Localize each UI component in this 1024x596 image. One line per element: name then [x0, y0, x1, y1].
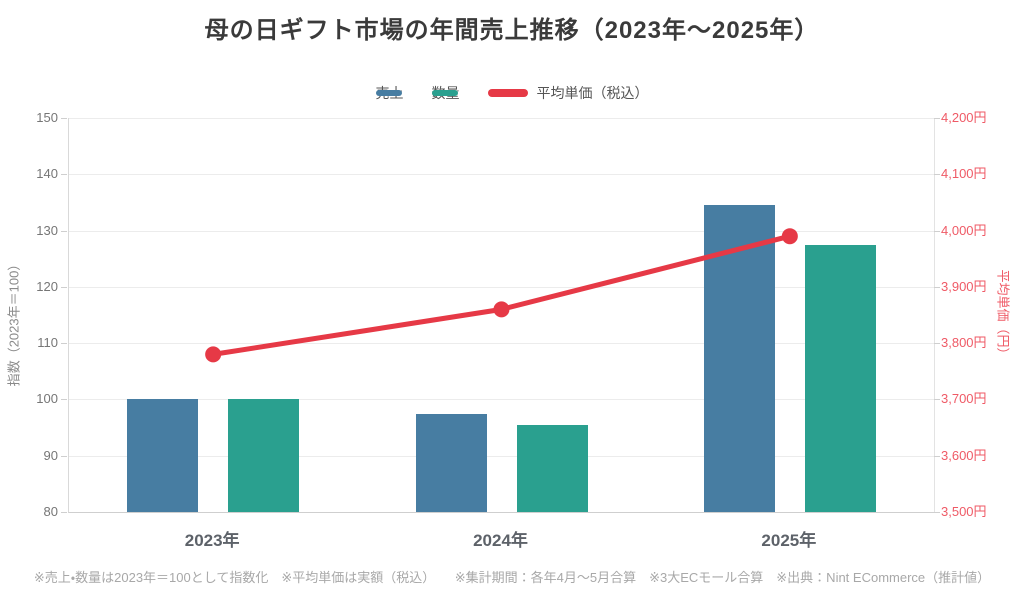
gridline: [69, 399, 934, 401]
gridline: [69, 343, 934, 345]
left-axis-tick-label: 110: [37, 335, 58, 351]
price-legend-marker-icon: [487, 89, 528, 97]
right-axis-tick-mark: [934, 399, 940, 401]
left-axis-tick-mark: [61, 455, 67, 457]
left-axis-tick-label: 140: [36, 166, 58, 182]
quantity-bar-2: [804, 244, 876, 512]
legend-item-sales: 売上: [375, 83, 404, 103]
gridline: [69, 174, 934, 176]
chart-title: 母の日ギフト市場の年間売上推移（2023年～2025年）: [204, 17, 820, 44]
quantity-bar-0: [228, 399, 300, 512]
right-axis-tick-label: 3,900円: [941, 278, 987, 294]
right-axis-tick-label: 3,800円: [941, 335, 987, 351]
left-axis-tick-mark: [61, 118, 67, 119]
right-axis-tick-label: 4,100円: [941, 166, 987, 182]
right-axis-title: 平均単価（円）: [995, 269, 1011, 361]
quantity-legend-marker-icon: [431, 90, 458, 96]
plot-area: [68, 118, 935, 513]
gridline: [69, 118, 934, 119]
right-axis-tick-mark: [934, 343, 940, 345]
price-line: [210, 233, 793, 357]
quantity-bar-1: [516, 424, 588, 512]
left-axis-tick-label: 120: [36, 278, 58, 294]
left-axis-tick-mark: [61, 512, 67, 513]
price-dot-1: [493, 301, 510, 318]
right-axis-tick-label: 4,200円: [941, 110, 987, 125]
sales-bar-0: [127, 399, 199, 512]
price-dot-0: [205, 346, 222, 363]
x-axis-label-1: 2024年: [473, 531, 528, 550]
right-axis-tick-label: 3,600円: [941, 447, 987, 463]
left-axis-tick-mark: [61, 286, 67, 288]
gridline: [69, 286, 934, 288]
gridline: [69, 230, 934, 232]
left-axis-tick-label: 90: [43, 447, 58, 463]
right-axis-tick-mark: [934, 174, 940, 176]
legend-item-quantity: 数量: [431, 83, 460, 103]
left-axis-tick-label: 150: [36, 110, 58, 125]
left-axis-tick-mark: [61, 343, 67, 345]
price-dot-2: [781, 228, 798, 245]
right-axis-tick-label: 4,000円: [941, 222, 987, 238]
left-axis-tick-mark: [61, 399, 67, 401]
sales-bar-1: [415, 413, 487, 512]
right-axis-tick-label: 3,700円: [941, 391, 987, 407]
sales-legend-marker-icon: [375, 90, 402, 96]
legend: 売上 数量 平均単価（税込）: [0, 84, 1024, 102]
left-axis-tick-mark: [61, 230, 67, 232]
gridline: [69, 455, 934, 457]
right-axis-tick-mark: [934, 455, 940, 457]
price-line-layer: [205, 228, 798, 363]
left-axis-title: 指数（2023年＝100）: [6, 257, 22, 387]
right-axis-tick-mark: [934, 118, 940, 119]
x-axis-label-2: 2025年: [761, 531, 817, 550]
footer-note: ※売上・数量は2023年＝100として指数化 ※平均単価は実額（税込） ※集計期…: [33, 570, 991, 585]
right-axis-tick-mark: [934, 286, 940, 288]
price-legend-label: 平均単価（税込）: [536, 85, 649, 101]
left-axis-tick-label: 100: [36, 391, 58, 407]
x-axis-label-0: 2023年: [184, 531, 240, 550]
right-axis-tick-label: 3,500円: [941, 504, 987, 519]
left-axis-tick-mark: [61, 174, 67, 176]
legend-item-price: 平均単価（税込）: [487, 83, 649, 103]
right-axis-tick-mark: [934, 230, 940, 232]
right-axis-tick-mark: [934, 512, 940, 513]
left-axis-tick-label: 80: [43, 504, 58, 519]
left-axis-tick-label: 130: [36, 222, 58, 238]
